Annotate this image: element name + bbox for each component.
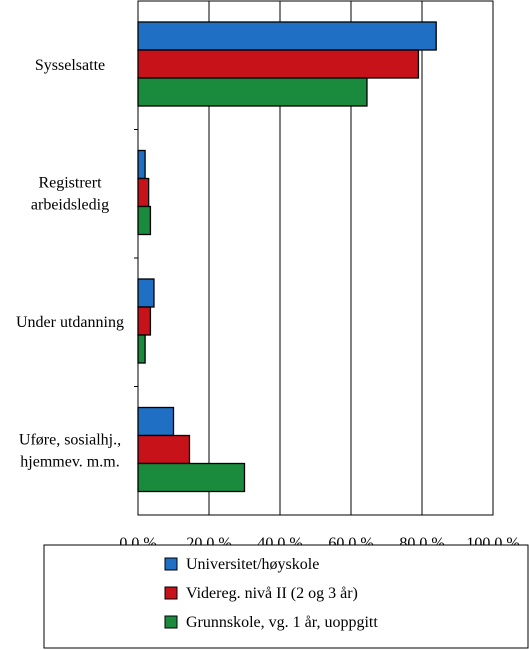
bar-0-1: [137, 49, 420, 79]
bar-0-0: [137, 21, 437, 51]
legend-label-0: Universitet/høyskole: [186, 556, 319, 573]
category-label-line: Uføre, sosialhj.,: [19, 432, 121, 449]
bar-2-0: [137, 278, 155, 308]
bars: [137, 21, 437, 493]
category-label-line: Sysselsatte: [35, 57, 105, 74]
legend-box: [43, 544, 529, 649]
category-label-0: Sysselsatte: [35, 57, 105, 74]
category-label-2: Under utdanning: [16, 314, 124, 331]
bar-3-2: [137, 462, 246, 493]
bar-2-2: [137, 334, 146, 364]
bar-3-0: [137, 406, 175, 437]
bar-1-0: [137, 149, 146, 180]
legend-swatch-0: [164, 557, 178, 571]
category-labels: Sysselsatte Registrert arbeidsledig Under u…: [16, 57, 138, 471]
legend-label-1: Videreg. nivå II (2 og 3 år): [186, 585, 358, 602]
category-label-1: Registrert arbeidsledig: [31, 175, 109, 214]
legend-label-2: Grunnskole, vg. 1 år, uoppgitt: [186, 614, 378, 631]
legend-swatch-1: [164, 586, 178, 600]
category-label-3: Uføre, sosialhj., hjemmev. m.m.: [19, 432, 121, 471]
legend-swatch-2: [164, 615, 178, 629]
category-label-line: Registrert: [38, 175, 102, 192]
category-label-line: Under utdanning: [16, 314, 124, 331]
category-label-line: hjemmev. m.m.: [20, 454, 119, 471]
bar-0-2: [137, 77, 368, 107]
bar-2-1: [137, 306, 152, 336]
category-label-line: arbeidsledig: [31, 197, 109, 214]
bar-1-1: [137, 177, 150, 208]
legend: Universitet/høyskole Videreg. nivå II (2 …: [43, 544, 529, 649]
bar-3-1: [137, 434, 191, 465]
bar-1-2: [137, 205, 152, 236]
